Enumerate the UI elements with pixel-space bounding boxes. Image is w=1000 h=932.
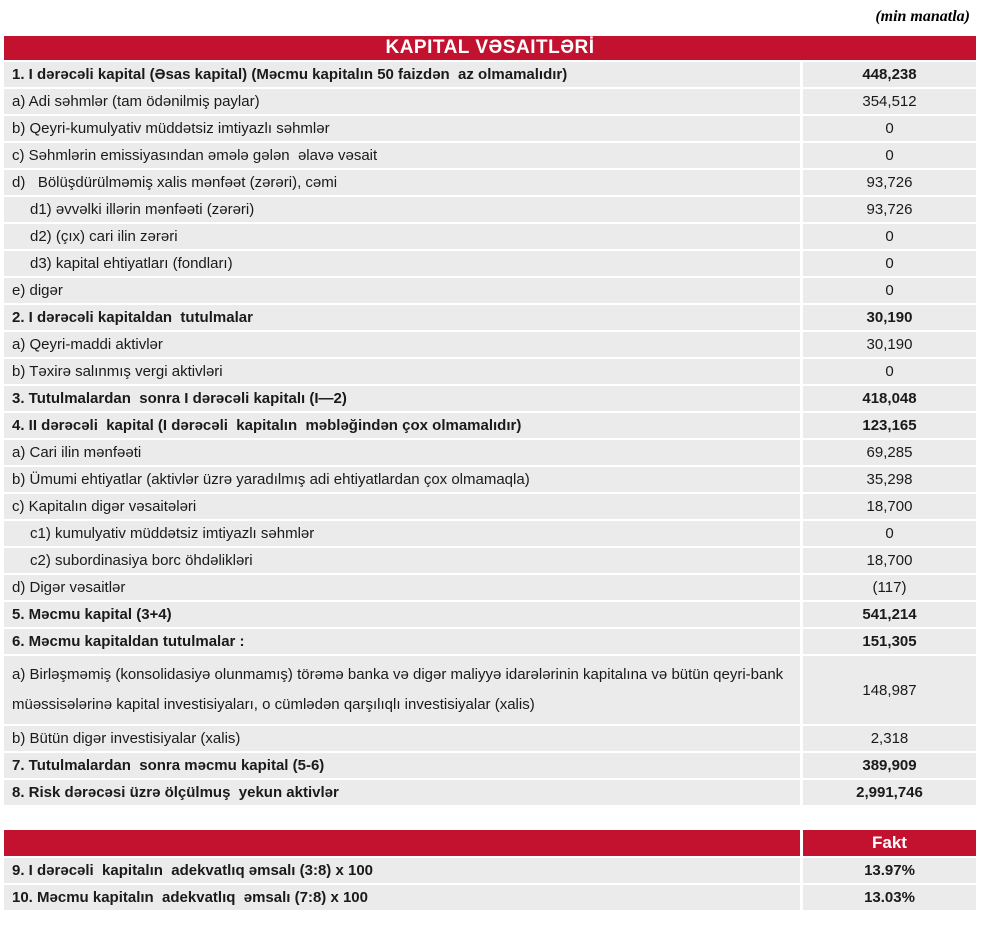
row-value: 448,238	[803, 62, 976, 87]
row-value: 93,726	[803, 197, 976, 222]
capital-table-title: KAPITAL VƏSAITLƏRİ	[4, 36, 976, 60]
row-label: c) Kapitalın digər vəsaitələri	[4, 494, 800, 519]
row-value: 2,991,746	[803, 780, 976, 805]
table-row: c2) subordinasiya borc öhdəlikləri 18,700	[4, 546, 976, 573]
ratio-header-fakt-label: Fakt	[803, 830, 976, 856]
row-value: 389,909	[803, 753, 976, 778]
table-row: b) Təxirə salınmış vergi aktivləri 0	[4, 357, 976, 384]
table-row: 3. Tutulmalardan sonra I dərəcəli kapita…	[4, 384, 976, 411]
row-label: b) Bütün digər investisiyalar (xalis)	[4, 726, 800, 751]
row-label: d2) (çıx) cari ilin zərəri	[4, 224, 800, 249]
row-label: e) digər	[4, 278, 800, 303]
row-label: 9. I dərəcəli kapitalın adekvatlıq əmsal…	[4, 858, 800, 883]
table-row: 6. Məcmu kapitaldan tutulmalar :151,305	[4, 627, 976, 654]
table-row: 8. Risk dərəcəsi üzrə ölçülmuş yekun akt…	[4, 778, 976, 805]
row-label: 10. Məcmu kapitalın adekvatlıq əmsalı (7…	[4, 885, 800, 910]
row-value: 13.97%	[803, 858, 976, 883]
table-row: d2) (çıx) cari ilin zərəri 0	[4, 222, 976, 249]
row-label: 1. I dərəcəli kapital (Əsas kapital) (Mə…	[4, 62, 800, 87]
row-label: b) Qeyri-kumulyativ müddətsiz imtiyazlı …	[4, 116, 800, 141]
table-row: d) Bölüşdürülməmiş xalis mənfəət (zərəri…	[4, 168, 976, 195]
row-value: 541,214	[803, 602, 976, 627]
table-row: a) Birləşməmiş (konsolidasiyə olunmamış)…	[4, 654, 976, 724]
row-value: 18,700	[803, 494, 976, 519]
row-value: 0	[803, 251, 976, 276]
row-value: 2,318	[803, 726, 976, 751]
row-value: 30,190	[803, 332, 976, 357]
report-page: (min manatla) KAPITAL VƏSAITLƏRİ 1. I də…	[4, 0, 976, 910]
row-label: 4. II dərəcəli kapital (I dərəcəli kapit…	[4, 413, 800, 438]
row-label: a) Adi səhmlər (tam ödənilmiş paylar)	[4, 89, 800, 114]
table-row: 10. Məcmu kapitalın adekvatlıq əmsalı (7…	[4, 883, 976, 910]
table-row: 4. II dərəcəli kapital (I dərəcəli kapit…	[4, 411, 976, 438]
row-label: b) Təxirə salınmış vergi aktivləri	[4, 359, 800, 384]
row-value: 123,165	[803, 413, 976, 438]
table-row: c) Səhmlərin emissiyasından əmələ gələn …	[4, 141, 976, 168]
row-label: a) Birləşməmiş (konsolidasiyə olunmamış)…	[4, 656, 800, 724]
table-row: a) Adi səhmlər (tam ödənilmiş paylar) 354…	[4, 87, 976, 114]
table-row: b) Qeyri-kumulyativ müddətsiz imtiyazlı …	[4, 114, 976, 141]
row-value: 13.03%	[803, 885, 976, 910]
table-row: 7. Tutulmalardan sonra məcmu kapital (5-…	[4, 751, 976, 778]
table-row: a) Cari ilin mənfəəti 69,285	[4, 438, 976, 465]
capital-table: 1. I dərəcəli kapital (Əsas kapital) (Mə…	[4, 60, 976, 805]
row-label: 5. Məcmu kapital (3+4)	[4, 602, 800, 627]
row-value: 354,512	[803, 89, 976, 114]
row-value: 0	[803, 359, 976, 384]
table-row: c) Kapitalın digər vəsaitələri 18,700	[4, 492, 976, 519]
row-label: d) Digər vəsaitlər	[4, 575, 800, 600]
row-label: 7. Tutulmalardan sonra məcmu kapital (5-…	[4, 753, 800, 778]
row-value: 0	[803, 224, 976, 249]
table-row: 1. I dərəcəli kapital (Əsas kapital) (Mə…	[4, 60, 976, 87]
ratio-header-empty-cell	[4, 830, 800, 856]
row-value: 93,726	[803, 170, 976, 195]
row-label: c2) subordinasiya borc öhdəlikləri	[4, 548, 800, 573]
row-value: 30,190	[803, 305, 976, 330]
row-value: 0	[803, 521, 976, 546]
row-label: 2. I dərəcəli kapitaldan tutulmalar	[4, 305, 800, 330]
table-row: d) Digər vəsaitlər (117)	[4, 573, 976, 600]
unit-note: (min manatla)	[875, 8, 970, 25]
row-value: 151,305	[803, 629, 976, 654]
table-row: 5. Məcmu kapital (3+4) 541,214	[4, 600, 976, 627]
ratio-table-header: Fakt	[4, 830, 976, 856]
table-row: e) digər 0	[4, 276, 976, 303]
row-value: 69,285	[803, 440, 976, 465]
row-label: b) Ümumi ehtiyatlar (aktivlər üzrə yarad…	[4, 467, 800, 492]
row-label: 3. Tutulmalardan sonra I dərəcəli kapita…	[4, 386, 800, 411]
ratio-table: 9. I dərəcəli kapitalın adekvatlıq əmsal…	[4, 856, 976, 910]
table-row: b) Ümumi ehtiyatlar (aktivlər üzrə yarad…	[4, 465, 976, 492]
row-label: c) Səhmlərin emissiyasından əmələ gələn …	[4, 143, 800, 168]
row-label: d1) əvvəlki illərin mənfəəti (zərəri)	[4, 197, 800, 222]
row-value: 0	[803, 143, 976, 168]
row-value: 18,700	[803, 548, 976, 573]
table-row: c1) kumulyativ müddətsiz imtiyazlı səhml…	[4, 519, 976, 546]
row-value: 0	[803, 116, 976, 141]
row-label: a) Qeyri-maddi aktivlər	[4, 332, 800, 357]
row-label: c1) kumulyativ müddətsiz imtiyazlı səhml…	[4, 521, 800, 546]
section-gap	[4, 805, 976, 830]
row-label: a) Cari ilin mənfəəti	[4, 440, 800, 465]
table-row: d1) əvvəlki illərin mənfəəti (zərəri) 93,…	[4, 195, 976, 222]
row-value: 35,298	[803, 467, 976, 492]
row-label: 6. Məcmu kapitaldan tutulmalar :	[4, 629, 800, 654]
table-row: b) Bütün digər investisiyalar (xalis) 2,3…	[4, 724, 976, 751]
row-label: 8. Risk dərəcəsi üzrə ölçülmuş yekun akt…	[4, 780, 800, 805]
row-value: 148,987	[803, 656, 976, 724]
row-value: 418,048	[803, 386, 976, 411]
table-row: 2. I dərəcəli kapitaldan tutulmalar 30,19…	[4, 303, 976, 330]
row-label: d) Bölüşdürülməmiş xalis mənfəət (zərəri…	[4, 170, 800, 195]
row-value: 0	[803, 278, 976, 303]
row-label: d3) kapital ehtiyatları (fondları)	[4, 251, 800, 276]
table-row: 9. I dərəcəli kapitalın adekvatlıq əmsal…	[4, 856, 976, 883]
table-row: a) Qeyri-maddi aktivlər 30,190	[4, 330, 976, 357]
table-row: d3) kapital ehtiyatları (fondları) 0	[4, 249, 976, 276]
row-value: (117)	[803, 575, 976, 600]
